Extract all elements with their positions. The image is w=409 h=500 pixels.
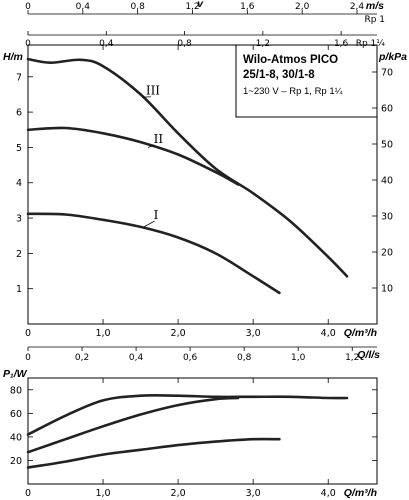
power-curve-ii [26,396,240,454]
flow-ls-axis-ticks: 0 0,2 0,4 0,6 0,8 1,0 1,2 [25,347,359,363]
curve-label-leader [142,96,151,98]
power-x-tick-label: 0 [25,488,31,499]
velocity-tick-label: 0 [25,39,31,49]
chart-models: 25/1-8, 30/1-8 [243,69,315,81]
flow-ls-tick-label: 0,6 [183,353,198,363]
head-curve-ii [26,126,240,186]
velocity-axis-rp1-suffix: Rp 1 [364,15,385,25]
velocity-tick-label: 0 [25,2,31,12]
y2-tick-label: 40 [381,176,393,187]
velocity-tick-label: 1,2 [185,2,199,12]
curve-label-iii: III [146,84,160,98]
y2-tick-label: 50 [381,140,393,151]
power-axis-label: P₁/W [3,368,28,380]
y2-tick-label: 20 [381,248,393,259]
flow-ls-axis-label: Q/l/s [357,349,380,361]
velocity-tick-label: 1,6 [240,2,255,12]
y2-tick-label: 70 [381,68,393,79]
curve-label-leader [147,144,155,148]
title-box [235,44,378,118]
velocity-tick-label: 2,0 [295,2,310,12]
velocity-tick-label: 1,2 [256,39,270,49]
y-tick-label: 6 [16,108,22,119]
velocity-axis-rp1-ticks: 0 0,4 0,8 1,2 1,6 2,0 2,4 [25,2,364,14]
pressure-axis-label: p/kPa [378,51,407,63]
velocity-tick-label: 0,8 [131,2,146,12]
head-curve-i [26,212,281,295]
y-tick-label: 5 [16,143,22,154]
x-tick-label: 1,0 [95,328,110,339]
chart-title: Wilo-Atmos PICO [243,54,338,66]
power-curves [26,393,349,469]
velocity-tick-label: 0,8 [177,39,192,49]
flow-ls-tick-label: 1,2 [345,353,359,363]
head-curve-iii [26,57,349,278]
flow-ls-tick-label: 0,8 [237,353,252,363]
y2-tick-label: 30 [381,212,393,223]
velocity-tick-label: 0,4 [99,39,114,49]
x-tick-label: 4,0 [321,328,336,339]
x-tick-label: 2,0 [171,328,186,339]
power-y-tick-label: 40 [10,432,22,443]
power-curve-i [26,437,281,469]
y-tick-label: 4 [16,178,22,189]
y2-tick-label: 10 [381,284,393,295]
chart-subtitle: 1~230 V – Rp 1, Rp 1¼ [243,86,344,97]
power-x-tick-label: 4,0 [321,488,336,499]
head-chart-ticks: 0 1,0 2,0 3,0 4,0 1 2 3 4 5 6 7 10 20 30 40 50 60 70 [16,45,393,339]
y-tick-label: 2 [16,249,22,260]
head-axis-label: H/m [3,51,23,63]
power-flow-axis-label: Q/m³/h [344,487,377,499]
power-chart-ticks: 0 1,0 2,0 3,0 4,0 20 40 60 80 [10,378,377,499]
x-tick-label: 3,0 [246,328,261,339]
velocity-axis-unit: m/s [366,0,384,12]
power-chart-frame [27,377,378,485]
flow-axis-label: Q/m³/h [344,327,377,339]
velocity-axis-rp1-14-suffix: Rp 1¼ [356,39,386,49]
flow-ls-tick-label: 0 [25,353,31,363]
head-curves [26,57,349,295]
power-x-tick-label: 3,0 [246,488,261,499]
velocity-axis-rp1-14-ticks: 00,40,81,21,62,0 [25,31,349,49]
flow-ls-tick-label: 0,2 [75,353,89,363]
x-tick-label: 0 [25,328,31,339]
curve-label-ii: II [154,132,164,146]
curve-label-leader [144,220,155,227]
power-x-tick-label: 1,0 [95,488,110,499]
power-x-tick-label: 2,0 [171,488,186,499]
y-tick-label: 7 [16,72,22,83]
flow-ls-tick-label: 1,0 [291,353,306,363]
y2-tick-label: 60 [381,104,393,115]
head-chart-frame [27,44,378,325]
velocity-tick-label: 1,6 [334,39,349,49]
velocity-axis-label: v [197,0,204,10]
power-y-tick-label: 60 [10,409,22,420]
power-y-tick-label: 20 [10,456,22,467]
velocity-tick-label: 0,4 [76,2,91,12]
curve-label-i: I [154,208,159,222]
power-y-tick-label: 80 [10,385,22,396]
power-curve-iii [26,393,349,436]
velocity-tick-label: 2,4 [350,2,365,12]
y-tick-label: 1 [16,284,22,295]
y-tick-label: 3 [16,214,22,225]
flow-ls-tick-label: 0,4 [129,353,144,363]
